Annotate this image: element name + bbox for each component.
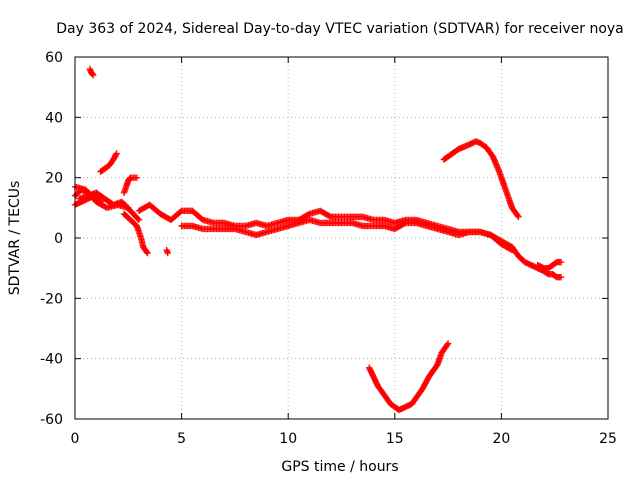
x-axis-label: GPS time / hours xyxy=(281,459,398,475)
x-tick-label: 25 xyxy=(599,431,617,447)
data-point xyxy=(89,71,97,79)
data-point xyxy=(557,258,565,266)
chart-title: Day 363 of 2024, Sidereal Day-to-day VTE… xyxy=(56,21,624,37)
y-tick-label: -40 xyxy=(40,352,63,368)
data-point xyxy=(326,212,333,220)
y-tick-label: -20 xyxy=(40,291,63,307)
data-point xyxy=(134,215,142,222)
y-tick-label: -60 xyxy=(40,412,63,428)
x-tick-label: 10 xyxy=(279,431,297,447)
data-point xyxy=(164,249,171,257)
data-point xyxy=(514,212,521,219)
data-point xyxy=(144,249,151,257)
data-point xyxy=(143,248,150,256)
y-tick-label: 60 xyxy=(45,50,63,66)
x-tick-label: 20 xyxy=(492,431,510,447)
data-point xyxy=(400,220,408,227)
y-axis-label: SDTVAR / TECUs xyxy=(7,181,23,296)
x-tick-label: 0 xyxy=(71,431,80,447)
data-point xyxy=(135,216,143,224)
data-marks xyxy=(71,65,565,414)
data-point xyxy=(133,174,141,181)
data-point xyxy=(557,274,565,281)
data-point xyxy=(113,150,120,157)
x-tick-label: 15 xyxy=(386,431,404,447)
x-tick-label: 5 xyxy=(177,431,186,447)
data-point xyxy=(515,213,522,221)
y-tick-label: 0 xyxy=(54,231,63,247)
axis-ticks: 0 5 10 15 20 25 -60 -40 -20 0 20 40 60 xyxy=(40,50,617,447)
y-tick-label: 40 xyxy=(45,110,63,126)
y-tick-label: 20 xyxy=(45,171,63,187)
data-point xyxy=(304,211,312,218)
data-point xyxy=(443,341,451,349)
data-point xyxy=(444,340,452,347)
